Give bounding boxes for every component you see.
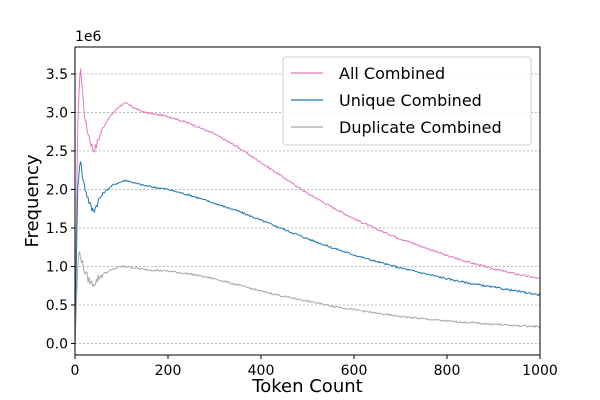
x-tick-label: 0: [71, 363, 80, 379]
plot-frame: [74, 46, 541, 356]
legend-entry: Duplicate Combined: [339, 118, 502, 137]
x-axis-ticks: 0 200 400 600 800 1000: [71, 355, 558, 379]
x-axis-label: Token Count: [251, 376, 362, 397]
series-lines: [74, 68, 541, 344]
y-tick-label: 3.0: [46, 105, 68, 121]
x-tick-label: 1000: [522, 363, 558, 379]
legend-entry: All Combined: [339, 64, 445, 83]
y-tick-label: 2.0: [46, 182, 68, 198]
series-line-1: [74, 68, 541, 344]
series-line-2: [74, 161, 541, 344]
y-axis-label: Frequency: [22, 154, 43, 247]
y-tick-label: 1.0: [46, 259, 68, 275]
y-axis-ticks: 0.0 0.5 1.0 1.5 2.0 2.5 3.0 3.5: [46, 67, 75, 352]
y-tick-label: 3.5: [46, 67, 68, 83]
y-tick-label: 2.5: [46, 144, 68, 160]
y-tick-label: 0.5: [46, 298, 68, 314]
y-offset-label: 1e6: [75, 29, 102, 45]
grid-lines: [75, 73, 540, 344]
x-tick-label: 200: [155, 363, 182, 379]
y-tick-label: 1.5: [46, 221, 68, 237]
legend-frame: [282, 56, 532, 146]
x-tick-label: 600: [341, 363, 368, 379]
series-line-3: [74, 251, 541, 344]
legend: All Combined Unique Combined Duplicate Com…: [282, 56, 532, 146]
legend-entry: Unique Combined: [339, 91, 482, 110]
x-tick-label: 400: [248, 363, 275, 379]
x-tick-label: 800: [434, 363, 461, 379]
y-tick-label: 0.0: [46, 336, 68, 352]
